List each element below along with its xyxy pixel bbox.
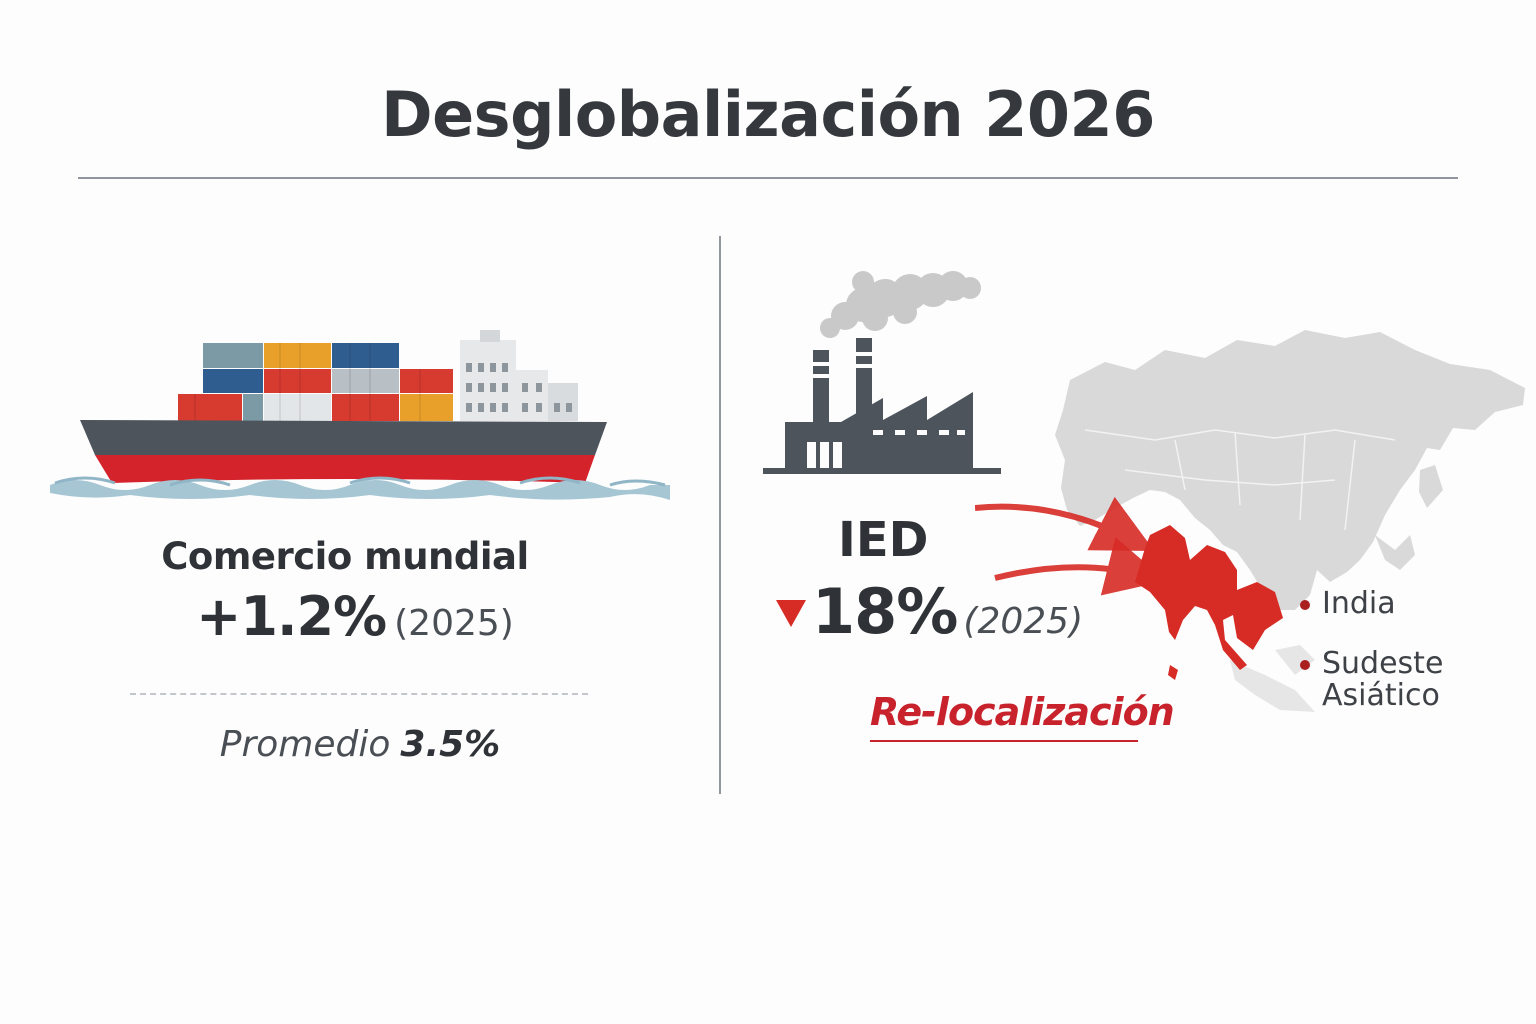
title-divider — [78, 177, 1458, 179]
dashed-divider — [130, 693, 588, 695]
average-row: Promedio 3.5% — [130, 724, 590, 765]
relocation-label: Re-localización — [870, 690, 1175, 734]
legend-dot-india — [1300, 600, 1310, 610]
vertical-divider — [719, 236, 721, 794]
asia-map — [975, 330, 1525, 712]
legend-label-india: India — [1322, 586, 1396, 621]
average-value: 3.5% — [400, 724, 501, 765]
legend-label-southeast-asia: Sudeste Asiático — [1322, 646, 1444, 713]
trade-value-row: +1.2% (2025) — [120, 585, 590, 648]
legend-dot-southeast-asia — [1300, 660, 1310, 670]
legend-southeast-asia: Sudeste Asiático — [1300, 648, 1482, 712]
average-label: Promedio — [219, 724, 391, 765]
factory-icon — [763, 271, 1001, 474]
down-triangle-icon — [776, 600, 806, 627]
trade-year: (2025) — [394, 603, 514, 644]
trade-growth-value: +1.2% — [196, 585, 387, 648]
fdi-change-value: 18% — [812, 575, 958, 648]
page-title: Desglobalización 2026 — [381, 78, 1155, 151]
trade-label: Comercio mundial — [161, 535, 529, 578]
fdi-value-row: 18% (2025) — [776, 575, 1083, 648]
fdi-year: (2025) — [963, 601, 1084, 642]
fdi-label: IED — [838, 512, 929, 568]
legend-india: India — [1300, 588, 1396, 620]
cargo-ship-icon — [50, 330, 670, 500]
relocation-underline — [870, 740, 1138, 742]
